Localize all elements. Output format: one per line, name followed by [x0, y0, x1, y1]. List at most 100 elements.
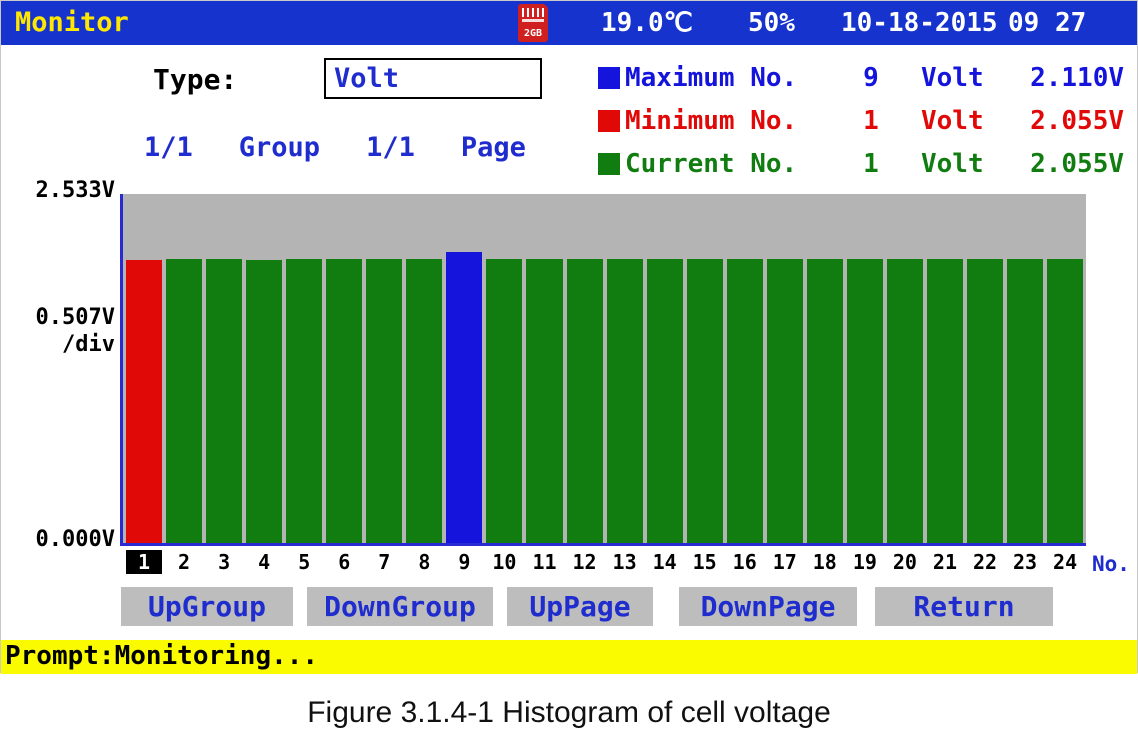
bar-2 — [166, 259, 203, 543]
legend-cell-number: 1 — [863, 105, 879, 136]
current-color-swatch — [598, 152, 620, 175]
legend-row-maximum: Maximum No. 9 Volt 2.110V — [598, 61, 1128, 94]
bar-9 — [446, 252, 483, 543]
x-label-12[interactable]: 12 — [572, 550, 597, 574]
x-label-22[interactable]: 22 — [972, 550, 998, 574]
x-label-5[interactable]: 5 — [298, 550, 311, 574]
legend-value: 2.055V — [1030, 148, 1124, 179]
temperature-readout: 19.0℃ — [601, 8, 693, 38]
return-button[interactable]: Return — [875, 587, 1053, 626]
legend-row-current: Current No. 1 Volt 2.055V — [598, 147, 1128, 180]
group-label: Group — [238, 132, 321, 163]
sd-card-stripe — [522, 19, 544, 22]
histogram-plot-area — [120, 194, 1086, 546]
x-label-10[interactable]: 10 — [492, 550, 517, 574]
x-label-11[interactable]: 11 — [532, 550, 557, 574]
bar-17 — [766, 259, 803, 543]
x-label-7[interactable]: 7 — [378, 550, 391, 574]
x-label-16[interactable]: 16 — [732, 550, 757, 574]
bar-23 — [1007, 259, 1044, 543]
y-axis-div-suffix: /div — [62, 332, 115, 357]
legend-unit: Volt — [921, 148, 984, 179]
bar-21 — [926, 259, 963, 543]
page-counter: 1/1 — [366, 132, 415, 163]
bar-12 — [566, 259, 603, 543]
page-label: Page — [460, 132, 526, 163]
bar-14 — [646, 259, 683, 543]
bar-1 — [126, 259, 163, 543]
x-axis-title: No. — [1092, 552, 1130, 576]
titlebar: Monitor 2GB 19.0℃ 50% 10-18-2015 09 27 — [1, 1, 1137, 45]
bar-22 — [966, 259, 1004, 543]
x-label-23[interactable]: 23 — [1013, 550, 1038, 574]
legend-label: Current No. — [625, 148, 798, 179]
type-label: Type: — [153, 63, 238, 96]
bars — [123, 194, 1086, 543]
downgroup-button[interactable]: DownGroup — [307, 587, 493, 626]
legend-label: Minimum No. — [625, 105, 798, 136]
legend-label: Maximum No. — [625, 62, 798, 93]
sd-card-icon: 2GB — [518, 4, 548, 42]
x-label-17[interactable]: 17 — [772, 550, 797, 574]
bar-19 — [846, 259, 883, 543]
bar-16 — [726, 259, 763, 543]
sd-card-logo — [522, 8, 544, 17]
y-axis-div-label: 0.507V — [35, 305, 115, 330]
x-label-19[interactable]: 19 — [852, 550, 877, 574]
y-axis-max-label: 2.533V — [35, 178, 115, 203]
x-label-2[interactable]: 2 — [178, 550, 191, 574]
legend-row-minimum: Minimum No. 1 Volt 2.055V — [598, 104, 1128, 137]
bar-13 — [606, 258, 643, 543]
prompt-bar: Prompt:Monitoring... — [1, 640, 1137, 674]
figure-caption: Figure 3.1.4-1 Histogram of cell voltage — [307, 696, 831, 729]
x-label-9[interactable]: 9 — [458, 550, 471, 574]
y-axis-min-label: 0.000V — [35, 527, 115, 552]
x-label-14[interactable]: 14 — [652, 550, 677, 574]
bar-4 — [246, 259, 283, 543]
downpage-button[interactable]: DownPage — [679, 587, 857, 626]
sd-card-capacity: 2GB — [523, 28, 543, 39]
x-label-8[interactable]: 8 — [418, 550, 431, 574]
upgroup-button[interactable]: UpGroup — [121, 587, 293, 626]
device-screen: Monitor 2GB 19.0℃ 50% 10-18-2015 09 27 T… — [0, 0, 1138, 674]
bar-20 — [886, 259, 923, 543]
bar-3 — [206, 258, 243, 543]
legend-unit: Volt — [921, 105, 984, 136]
x-label-15[interactable]: 15 — [692, 550, 717, 574]
bar-6 — [326, 259, 363, 543]
x-label-18[interactable]: 18 — [812, 550, 837, 574]
type-select-field[interactable]: Volt — [324, 58, 542, 99]
x-label-3[interactable]: 3 — [218, 550, 231, 574]
bar-15 — [686, 259, 723, 543]
legend: Maximum No. 9 Volt 2.110V Minimum No. 1 … — [598, 61, 1128, 190]
maximum-color-swatch — [598, 66, 620, 89]
x-label-24[interactable]: 24 — [1053, 550, 1078, 574]
bar-11 — [526, 259, 563, 543]
x-label-4[interactable]: 4 — [258, 550, 271, 574]
x-label-21[interactable]: 21 — [932, 550, 957, 574]
bar-7 — [366, 258, 403, 543]
legend-cell-number: 9 — [863, 62, 879, 93]
time-readout: 09 27 — [1008, 8, 1087, 38]
x-label-1[interactable]: 1 — [126, 550, 163, 574]
x-label-13[interactable]: 13 — [612, 550, 637, 574]
app-title: Monitor — [15, 7, 129, 38]
minimum-color-swatch — [598, 109, 620, 132]
bar-5 — [286, 259, 323, 543]
humidity-readout: 50% — [748, 8, 795, 38]
pagination: 1/1 Group 1/1 Page — [144, 132, 526, 163]
legend-value: 2.110V — [1030, 62, 1124, 93]
x-label-20[interactable]: 20 — [892, 550, 917, 574]
uppage-button[interactable]: UpPage — [507, 587, 653, 626]
legend-unit: Volt — [921, 62, 984, 93]
legend-value: 2.055V — [1030, 105, 1124, 136]
x-label-6[interactable]: 6 — [338, 550, 351, 574]
bar-10 — [486, 259, 523, 543]
legend-cell-number: 1 — [863, 148, 879, 179]
bar-18 — [806, 258, 843, 543]
date-readout: 10-18-2015 — [841, 8, 998, 38]
x-axis-labels: 1 2 3 4 5 6 7 8 9 10 11 12 13 14 15 16 17 18 19 20 21 22 23 24 — [123, 550, 1086, 574]
bar-8 — [406, 259, 443, 543]
bar-24 — [1047, 259, 1084, 543]
